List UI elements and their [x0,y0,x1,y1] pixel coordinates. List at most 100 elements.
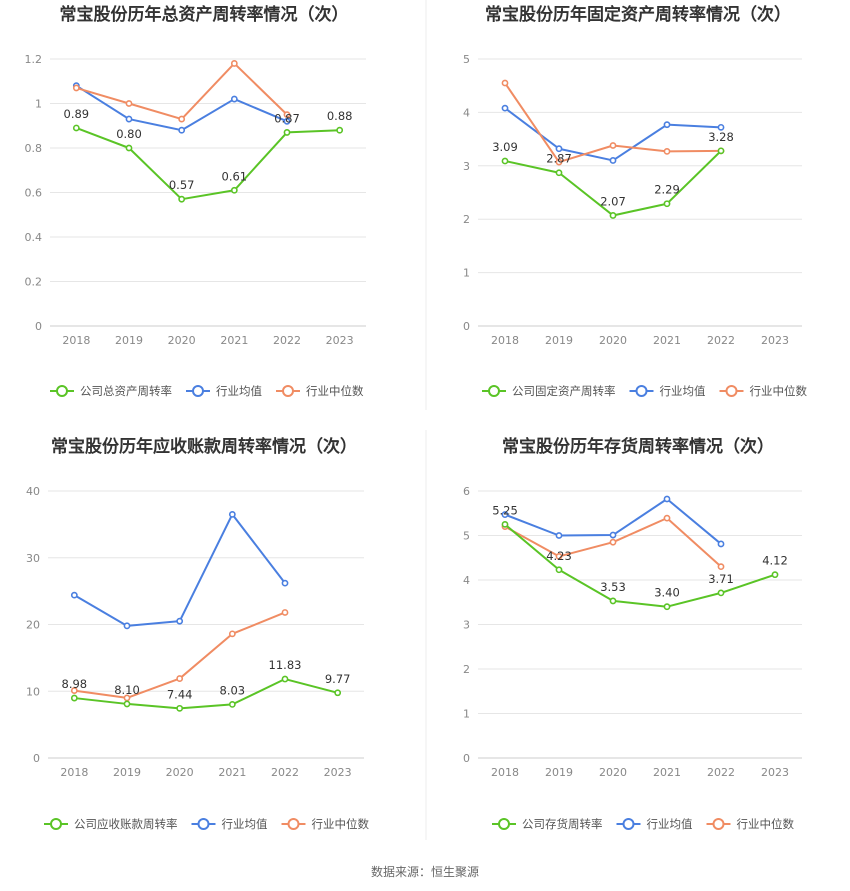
data-label: 4.23 [546,549,572,563]
legend-label: 公司总资产周转率 [80,384,172,398]
legend-item-company[interactable]: 公司总资产周转率 [50,384,172,398]
y-tick-label: 0 [35,320,42,333]
y-tick-label: 0 [463,320,470,333]
legend-label: 公司应收账款周转率 [74,817,178,831]
data-point-industry-avg [123,622,131,630]
data-point-industry-avg [501,104,509,112]
data-point-industry-avg [176,617,184,625]
y-tick-label: 2 [463,213,470,226]
legend-item-industry-median[interactable]: 行业中位数 [276,384,364,398]
data-label: 3.28 [708,130,734,144]
data-point-company [609,597,617,605]
y-tick-label: 3 [463,619,470,632]
data-point-company [717,147,725,155]
data-point-industry-median [609,142,617,149]
data-point-industry-median [70,687,78,694]
legend-item-industry-avg[interactable]: 行业均值 [616,817,693,831]
y-tick-label: 20 [26,619,40,632]
y-tick-label: 30 [26,552,40,565]
x-tick-label: 2019 [115,334,143,347]
x-tick-label: 2019 [545,766,573,779]
series-line-industry-avg [73,513,286,627]
x-tick-label: 2020 [599,334,627,347]
data-point-industry-median [178,115,186,123]
y-tick-label: 2 [463,663,470,676]
chart-title: 常宝股份历年存货周转率情况（次） [502,436,774,457]
data-point-company [283,129,291,136]
data-label: 7.44 [167,687,193,701]
data-point-industry-avg [501,511,509,518]
legend-marker-icon [56,385,68,397]
data-label: 3.53 [600,580,626,594]
y-tick-label: 0.6 [25,187,43,200]
data-point-industry-avg [555,532,563,539]
data-point-company [176,704,184,712]
data-point-industry-median [125,100,133,107]
legend-item-company[interactable]: 公司固定资产周转率 [482,384,616,398]
legend-item-industry-avg[interactable]: 行业均值 [629,384,706,398]
y-tick-label: 40 [26,485,40,498]
data-point-company [663,200,671,208]
data-point-industry-avg [70,591,78,599]
legend-item-industry-median[interactable]: 行业中位数 [281,817,370,831]
chart-panel-1: 常宝股份历年总资产周转率情况（次） 0 0.2 0.4 0.6 0.8 1 1.2 2018 20… [25,4,366,398]
series-line-company [75,127,340,201]
legend-marker-icon [197,818,210,830]
data-point-industry-avg [178,126,186,134]
data-label: 2.07 [600,194,626,208]
legend-label: 行业中位数 [306,384,364,398]
legend-item-industry-avg[interactable]: 行业均值 [191,817,268,831]
y-tick-label: 3 [463,160,470,173]
legend-label: 公司固定资产周转率 [512,384,616,398]
x-tick-label: 2021 [653,766,681,779]
data-point-company [123,700,131,708]
x-tick-label: 2020 [599,766,627,779]
legend-label: 行业中位数 [312,817,370,831]
data-label: 3.40 [654,586,680,600]
x-tick-label: 2023 [761,334,789,347]
data-label: 8.10 [114,683,140,697]
y-tick-label: 5 [463,53,470,66]
legend-item-industry-median[interactable]: 行业中位数 [719,384,808,398]
data-label: 11.83 [269,658,302,672]
data-point-industry-median [501,79,509,87]
data-label: 5.25 [492,503,518,517]
series-line-industry-avg [504,107,722,162]
legend-marker-icon [498,818,510,830]
legend-label: 行业均值 [660,384,706,398]
chart-title: 常宝股份历年固定资产周转率情况（次） [485,4,791,25]
data-label: 9.77 [325,672,351,686]
x-tick-label: 2018 [491,766,519,779]
legend-marker-icon [287,818,300,830]
legend-item-industry-avg[interactable]: 行业均值 [186,384,262,398]
legend-item-industry-median[interactable]: 行业中位数 [706,817,795,831]
series-line-industry-avg [75,84,288,132]
legend-label: 行业中位数 [737,817,795,831]
data-point-company [717,589,725,597]
legend-marker-icon [50,818,62,830]
x-tick-label: 2018 [62,334,90,347]
data-label: 8.98 [62,677,88,691]
y-tick-label: 1 [35,98,42,111]
data-point-industry-median [176,675,184,682]
data-point-company [72,124,80,132]
series-line-industry-median [74,611,286,699]
legend-label: 行业均值 [647,817,693,831]
data-point-company [501,520,509,528]
legend-item-company[interactable]: 公司应收账款周转率 [44,817,178,831]
data-point-industry-avg [663,495,671,503]
data-point-industry-avg [283,117,291,125]
x-tick-label: 2022 [271,766,299,779]
data-point-industry-median [72,84,80,92]
series-line-company [74,678,338,710]
legend-marker-icon [725,385,738,397]
y-tick-label: 1.2 [25,53,43,66]
y-tick-label: 0.8 [25,142,43,155]
series-line-company [504,523,776,608]
data-point-company [336,126,344,134]
data-point-company [609,212,617,219]
data-point-company [555,566,563,574]
legend-label: 行业均值 [216,384,262,398]
data-point-industry-median [281,609,289,616]
legend-item-company[interactable]: 公司存货周转率 [492,817,603,831]
